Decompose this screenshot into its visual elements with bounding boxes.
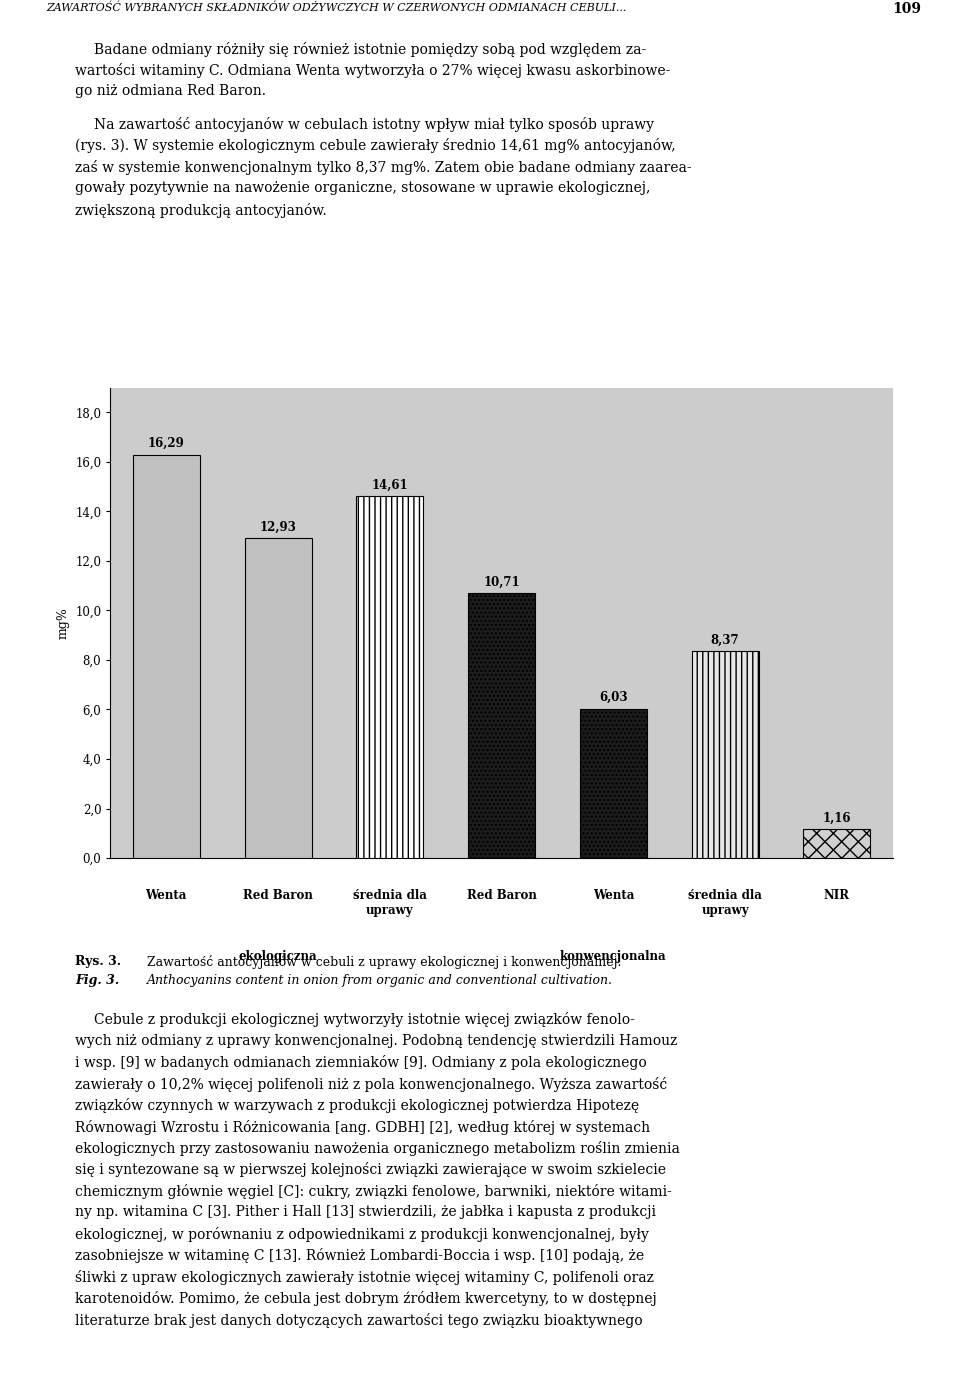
Text: ny np. witamina C [3]. Pither i Hall [13] stwierdzili, że jabłka i kapusta z pro: ny np. witamina C [3]. Pither i Hall [13… [75, 1205, 656, 1219]
Text: NIR: NIR [824, 889, 850, 901]
Text: ekologiczna: ekologiczna [239, 949, 318, 963]
Text: Red Baron: Red Baron [243, 889, 313, 901]
Text: Fig. 3.: Fig. 3. [75, 974, 119, 987]
Text: 1,16: 1,16 [823, 812, 852, 825]
Text: Badane odmiany różniły się również istotnie pomiędzy sobą pod względem za-: Badane odmiany różniły się również istot… [94, 42, 646, 57]
Text: Rys. 3.: Rys. 3. [75, 955, 121, 967]
Text: 10,71: 10,71 [483, 576, 520, 588]
Text: wartości witaminy C. Odmiana Wenta wytworzyła o 27% więcej kwasu askorbinowe-: wartości witaminy C. Odmiana Wenta wytwo… [75, 62, 670, 78]
Text: wych niż odmiany z uprawy konwencjonalnej. Podobną tendencję stwierdzili Hamouz: wych niż odmiany z uprawy konwencjonalne… [75, 1034, 677, 1048]
Text: się i syntezowane są w pierwszej kolejności związki zawierające w swoim szkielec: się i syntezowane są w pierwszej kolejno… [75, 1163, 666, 1178]
Y-axis label: mg%: mg% [57, 606, 70, 639]
Text: i wsp. [9] w badanych odmianach ziemniaków [9]. Odmiany z pola ekologicznego: i wsp. [9] w badanych odmianach ziemniak… [75, 1055, 647, 1070]
Bar [245, 538, 312, 858]
Text: konwencjonalna: konwencjonalna [560, 949, 666, 963]
Text: 14,61: 14,61 [372, 479, 408, 491]
Text: Cebule z produkcji ekologicznej wytworzyły istotnie więcej związków fenolo-: Cebule z produkcji ekologicznej wytworzy… [94, 1012, 635, 1027]
Text: związków czynnych w warzywach z produkcji ekologicznej potwierdza Hipotezę: związków czynnych w warzywach z produkcj… [75, 1098, 639, 1113]
Bar [804, 829, 871, 858]
Text: ekologicznej, w porównaniu z odpowiednikami z produkcji konwencjonalnej, były: ekologicznej, w porównaniu z odpowiednik… [75, 1226, 649, 1241]
Text: 109: 109 [893, 3, 922, 17]
Text: ZAWARTOŚĆ WYBRANYCH SKŁADNIKÓW ODŻYWCZYCH W CZERWONYCH ODMIANACH CEBULI...: ZAWARTOŚĆ WYBRANYCH SKŁADNIKÓW ODŻYWCZYC… [46, 3, 627, 12]
Text: średnia dla
uprawy: średnia dla uprawy [353, 889, 427, 916]
Text: go niż odmiana Red Baron.: go niż odmiana Red Baron. [75, 84, 266, 98]
Text: 8,37: 8,37 [710, 634, 739, 646]
Text: Wenta: Wenta [146, 889, 187, 901]
Text: śliwki z upraw ekologicznych zawierały istotnie więcej witaminy C, polifenoli or: śliwki z upraw ekologicznych zawierały i… [75, 1269, 654, 1284]
Text: Na zawartość antocyjanów w cebulach istotny wpływ miał tylko sposób uprawy: Na zawartość antocyjanów w cebulach isto… [94, 118, 654, 131]
Text: Anthocyanins content in onion from organic and conventional cultivation.: Anthocyanins content in onion from organ… [147, 974, 612, 987]
Text: (rys. 3). W systemie ekologicznym cebule zawierały średnio 14,61 mg% antocyjanów: (rys. 3). W systemie ekologicznym cebule… [75, 138, 676, 154]
Bar [468, 592, 535, 858]
Bar [691, 650, 758, 858]
Text: 16,29: 16,29 [148, 437, 184, 450]
Text: zwiększoną produkcją antocyjanów.: zwiększoną produkcją antocyjanów. [75, 203, 326, 217]
Text: 12,93: 12,93 [259, 520, 297, 533]
Text: chemicznym głównie węgiel [C]: cukry, związki fenolowe, barwniki, niektóre witam: chemicznym głównie węgiel [C]: cukry, zw… [75, 1183, 672, 1199]
Text: Wenta: Wenta [592, 889, 634, 901]
Text: średnia dla
uprawy: średnia dla uprawy [688, 889, 762, 916]
Text: Zawartość antocyjanów w cebuli z uprawy ekologicznej i konwencjonalnej.: Zawartość antocyjanów w cebuli z uprawy … [147, 955, 621, 969]
Text: Równowagi Wzrostu i Różnicowania [ang. GDBH] [2], według której w systemach: Równowagi Wzrostu i Różnicowania [ang. G… [75, 1120, 650, 1135]
Text: Red Baron: Red Baron [467, 889, 537, 901]
Text: zasobniejsze w witaminę C [13]. Również Lombardi-Boccia i wsp. [10] podają, że: zasobniejsze w witaminę C [13]. Również … [75, 1248, 644, 1264]
Text: ekologicznych przy zastosowaniu nawożenia organicznego metabolizm roślin zmienia: ekologicznych przy zastosowaniu nawożeni… [75, 1140, 680, 1156]
Text: 6,03: 6,03 [599, 691, 628, 704]
Text: gowały pozytywnie na nawożenie organiczne, stosowane w uprawie ekologicznej,: gowały pozytywnie na nawożenie organiczn… [75, 181, 650, 195]
Text: karotenoidów. Pomimo, że cebula jest dobrym źródłem kwercetyny, to w dostępnej: karotenoidów. Pomimo, że cebula jest dob… [75, 1291, 657, 1306]
Text: zaś w systemie konwencjonalnym tylko 8,37 mg%. Zatem obie badane odmiany zaarea-: zaś w systemie konwencjonalnym tylko 8,3… [75, 161, 691, 174]
Bar [356, 497, 423, 858]
Text: literaturze brak jest danych dotyczących zawartości tego związku bioaktywnego: literaturze brak jest danych dotyczących… [75, 1312, 642, 1327]
Bar [580, 709, 647, 858]
Text: zawierały o 10,2% więcej polifenoli niż z pola konwencjonalnego. Wyższa zawartoś: zawierały o 10,2% więcej polifenoli niż … [75, 1077, 667, 1092]
Bar [132, 454, 200, 858]
